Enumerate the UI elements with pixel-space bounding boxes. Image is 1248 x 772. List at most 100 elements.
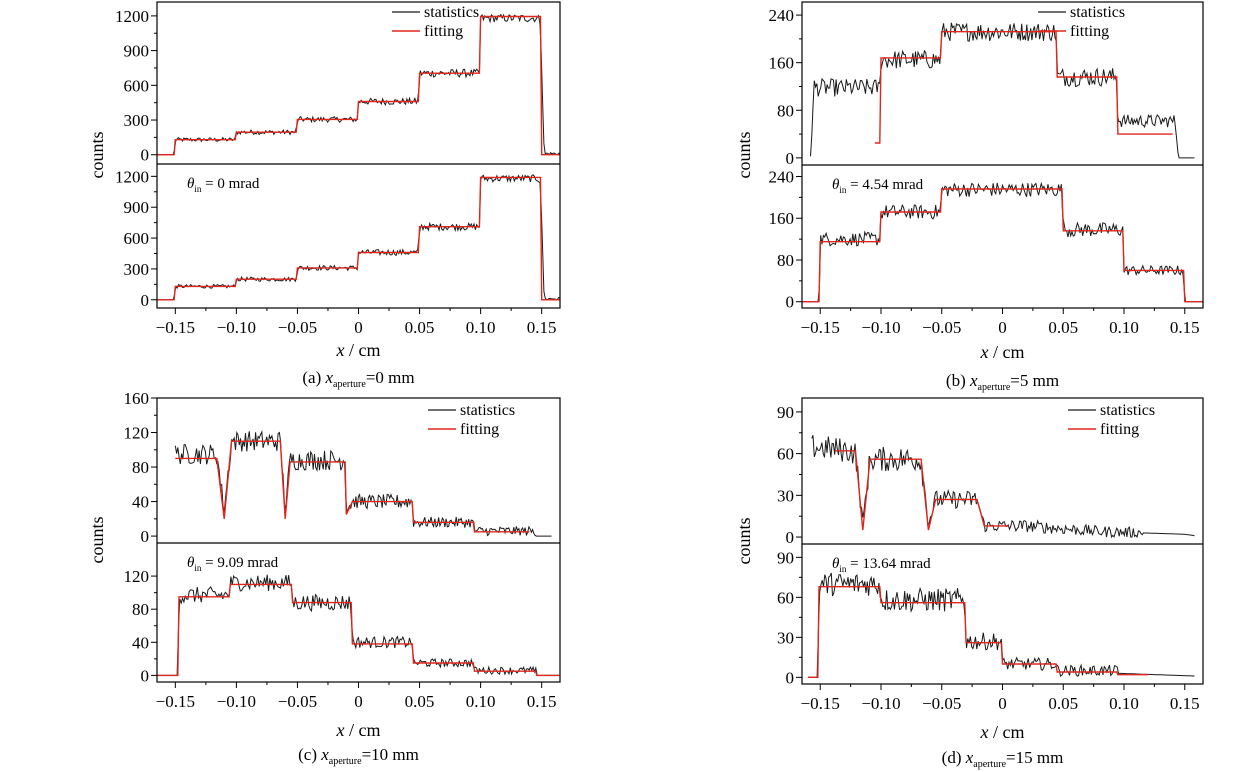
x-axis-label: x / cm — [980, 342, 1025, 362]
theta-label: θin = 0 mrad — [187, 176, 260, 194]
y-tick-label: 0 — [141, 291, 150, 310]
fitting-line — [834, 450, 1009, 531]
x-tick-label: 0 — [354, 692, 363, 711]
x-axis-var: x — [980, 722, 989, 742]
y-tick-label: 0 — [141, 146, 150, 165]
statistics-line — [157, 574, 560, 676]
statistics-line — [174, 429, 552, 537]
x-tick-label: −0.15 — [801, 694, 840, 713]
fitting-line — [157, 583, 560, 677]
caption: (b) xaperture=5 mm — [946, 371, 1059, 393]
x-tick-label: −0.05 — [278, 318, 317, 337]
plot-frame — [156, 1, 561, 309]
caption-var: x — [320, 745, 329, 764]
fitting-line — [874, 31, 1173, 144]
caption-suffix: =10 mm — [362, 745, 419, 764]
caption-suffix: =5 mm — [1010, 371, 1059, 390]
x-tick-label: 0.05 — [1048, 318, 1078, 337]
legend-fitting-label: fitting — [1070, 23, 1109, 40]
x-tick-label: 0.10 — [466, 318, 496, 337]
statistics-line — [157, 13, 561, 156]
x-tick-label: 0.15 — [527, 692, 557, 711]
theta-symbol: θ — [187, 176, 195, 192]
y-tick-label: 60 — [777, 445, 794, 464]
fitting-line — [802, 188, 1203, 303]
panel-bottom: 0 300 600 900 1200 θin = 0 mrad — [115, 167, 561, 310]
panel-top: 0 300 600 900 1200 — [115, 7, 561, 165]
legend: statistics fitting — [392, 4, 479, 40]
x-axis-label: x / cm — [336, 720, 381, 740]
panel-bottom: 0 30 60 90 θin = 13.64 mrad — [777, 548, 1195, 687]
theta-value: = 9.09 mrad — [201, 555, 278, 571]
x-tick-label: 0.10 — [1109, 318, 1139, 337]
y-tick-label: 0 — [141, 527, 150, 546]
y-tick-label: 300 — [124, 111, 150, 130]
x-tick-label: −0.15 — [156, 692, 195, 711]
x-tick-label: −0.10 — [861, 694, 900, 713]
y-tick-label: 300 — [124, 260, 150, 279]
y-tick-label: 240 — [769, 167, 795, 186]
y-tick-label: 0 — [786, 293, 795, 312]
caption-prefix: (d) — [942, 748, 966, 767]
x-tick-label: 0 — [998, 694, 1007, 713]
x-tick-label: 0.15 — [1170, 694, 1200, 713]
legend: statistics fitting — [428, 402, 515, 438]
x-tick-label: −0.05 — [278, 692, 317, 711]
y-tick-label: 120 — [124, 424, 150, 443]
panel-bottom: 0 80 160 240 θin = 4.54 mrad — [769, 167, 1203, 312]
y-tick-label: 0 — [141, 666, 150, 685]
y-tick-label: 80 — [777, 101, 794, 120]
fitting-line — [175, 440, 530, 533]
caption-suffix: =0 mm — [366, 368, 415, 387]
panel-bottom: 0 40 80 120 θin = 9.09 mrad — [124, 555, 560, 685]
caption-subscript: aperture — [973, 759, 1006, 770]
x-axis-var: x — [980, 342, 989, 362]
theta-value: = 13.64 mrad — [846, 556, 931, 572]
legend-statistics-label: statistics — [1100, 402, 1155, 419]
y-tick-label: 900 — [124, 198, 150, 217]
caption-prefix: (c) — [298, 745, 321, 764]
legend-statistics-label: statistics — [424, 4, 479, 21]
y-tick-label: 0 — [786, 149, 795, 168]
x-tick-label: 0.10 — [466, 692, 496, 711]
x-tick-label: −0.10 — [217, 692, 256, 711]
y-tick-label: 40 — [132, 633, 149, 652]
caption-prefix: (a) — [302, 368, 325, 387]
fitting-line — [157, 176, 560, 301]
chart-c: 0 40 80 120 160 0 40 80 120 θin = 9.09 mrad −0.15 −… — [87, 389, 561, 767]
caption-subscript: aperture — [333, 379, 366, 390]
caption: (a) xaperture=0 mm — [302, 368, 414, 390]
x-axis-var: x — [336, 720, 345, 740]
caption: (c) xaperture=10 mm — [298, 745, 419, 767]
theta-label: θin = 4.54 mrad — [832, 177, 924, 195]
y-tick-label: 30 — [777, 628, 794, 647]
caption-var: x — [325, 368, 334, 387]
statistics-line — [811, 435, 1195, 539]
statistics-line — [157, 174, 561, 301]
theta-subscript: in — [194, 184, 202, 194]
caption-var: x — [965, 748, 974, 767]
x-tick-label: −0.05 — [922, 318, 961, 337]
y-tick-label: 900 — [124, 42, 150, 61]
x-tick-label: 0 — [354, 318, 363, 337]
x-tick-label: 0.15 — [527, 318, 557, 337]
legend-fitting-label: fitting — [460, 421, 499, 438]
y-tick-label: 240 — [769, 6, 795, 25]
caption-suffix: =15 mm — [1006, 748, 1063, 767]
x-tick-label: 0.10 — [1109, 694, 1139, 713]
y-tick-label: 1200 — [115, 167, 149, 186]
y-tick-label: 60 — [777, 588, 794, 607]
legend-fitting-label: fitting — [1100, 421, 1139, 438]
plot-frame — [801, 1, 1204, 309]
statistics-line — [808, 572, 1195, 678]
legend-statistics-label: statistics — [1070, 4, 1125, 21]
y-tick-label: 30 — [777, 486, 794, 505]
y-tick-label: 160 — [124, 389, 150, 408]
y-tick-label: 0 — [786, 668, 795, 687]
x-axis-unit: / cm — [345, 340, 381, 360]
fitting-line — [808, 586, 1149, 678]
y-tick-label: 90 — [777, 548, 794, 567]
y-tick-label: 600 — [124, 229, 150, 248]
